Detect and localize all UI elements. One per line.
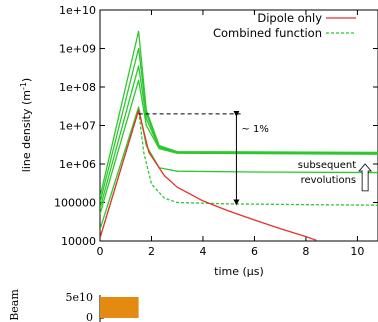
x-tick-label: 2 xyxy=(148,245,155,258)
legend: Dipole only Combined function xyxy=(213,11,356,40)
y-tick-label: 1e+08 xyxy=(59,81,96,94)
revolutions-label-line2: revolutions xyxy=(301,175,357,186)
y-tick-label: 1e+06 xyxy=(59,158,96,171)
legend-label-combined: Combined function xyxy=(213,26,322,40)
beam-label: Beam xyxy=(8,289,21,321)
percent-label: ~ 1% xyxy=(241,124,268,135)
legend-label-dipole: Dipole only xyxy=(257,11,322,25)
revolutions-hollow-arrow xyxy=(358,163,372,192)
x-axis-label: time (μs) xyxy=(214,265,264,278)
y-tick-label: 1e+09 xyxy=(59,43,96,56)
x-axis: 0 2 4 6 8 10 xyxy=(97,10,364,258)
series-group xyxy=(100,30,378,241)
series-line-3 xyxy=(100,79,378,215)
y-tick-label: 1e+07 xyxy=(59,120,96,133)
x-tick-label: 10 xyxy=(350,245,364,258)
beam-tick-5e10: 5e10 xyxy=(65,291,93,304)
y-tick-label: 100000 xyxy=(54,197,96,210)
revolutions-label-line1: subsequent xyxy=(298,160,356,171)
series-line-5 xyxy=(100,47,378,203)
series-line-0 xyxy=(100,109,317,241)
y-axis: 10000 100000 1e+06 1e+07 1e+08 1e+09 1e+10 xyxy=(54,4,378,248)
beam-panel: Beam 5e10 0 xyxy=(8,289,139,322)
beam-tick-0: 0 xyxy=(86,311,93,322)
annotations: ~ 1% subsequent revolutions xyxy=(138,110,372,206)
series-line-6 xyxy=(100,30,378,198)
series-line-1 xyxy=(100,109,378,239)
x-tick-label: 8 xyxy=(302,245,309,258)
x-tick-label: 6 xyxy=(251,245,258,258)
x-tick-label: 4 xyxy=(199,245,206,258)
y-axis-label: line density (m-1) xyxy=(19,78,33,172)
y-tick-label: 1e+10 xyxy=(59,4,96,17)
y-tick-label: 10000 xyxy=(61,235,96,248)
beam-pulse-bar xyxy=(100,297,139,318)
x-tick-label: 0 xyxy=(97,245,104,258)
